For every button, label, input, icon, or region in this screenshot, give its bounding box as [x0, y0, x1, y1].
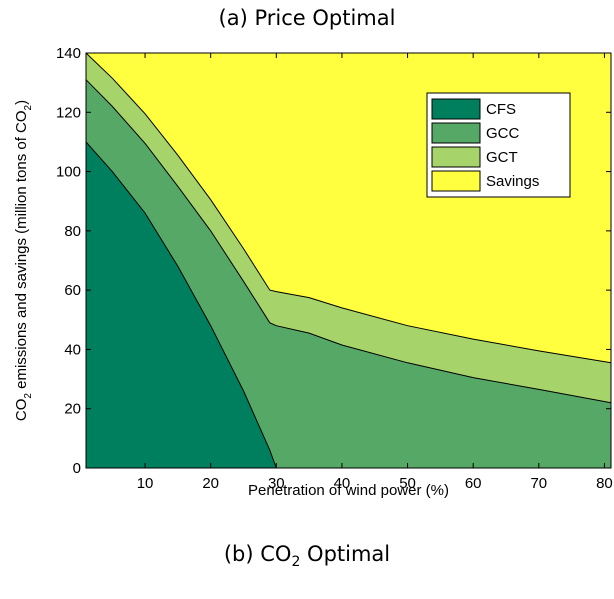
- x-tick-label: 60: [465, 475, 482, 492]
- y-axis-label: CO2 emissions and savings (million tons …: [13, 100, 34, 421]
- legend-swatch-savings: [431, 170, 481, 192]
- chart-title: (a) Price Optimal: [218, 6, 396, 30]
- y-tick-label: 40: [64, 341, 81, 358]
- y-tick-label: 140: [56, 45, 81, 62]
- x-tick-label: 50: [399, 475, 416, 492]
- ylabel-part-3: ): [13, 100, 30, 105]
- x-tick-label: 10: [137, 475, 154, 492]
- subtitle-b-sub: 2: [291, 554, 301, 571]
- y-tick-label: 120: [56, 104, 81, 121]
- legend-swatch-gct: [431, 146, 481, 168]
- boundary-gcc: [85, 79, 612, 404]
- subtitle-b-suffix: Optimal: [300, 542, 391, 566]
- subtitle-b: (b) CO2 Optimal: [0, 542, 614, 570]
- x-tick-label: 80: [596, 475, 613, 492]
- plot-frame: [85, 52, 612, 469]
- area-gcc: [86, 79, 611, 468]
- y-tick-label: 100: [56, 164, 81, 181]
- x-tick-label: 30: [268, 475, 285, 492]
- legend-swatch-cfs: [431, 98, 481, 120]
- legend-label-gct: GCT: [486, 149, 518, 166]
- y-tick-label: 80: [64, 223, 81, 240]
- ylabel-part-1: CO: [13, 399, 30, 422]
- y-tick-label: 0: [73, 460, 81, 477]
- x-tick-label: 40: [334, 475, 351, 492]
- legend: CFS GCC GCT Savings: [426, 92, 571, 198]
- area-gct: [86, 53, 611, 403]
- y-tick-label: 20: [64, 401, 81, 418]
- boundary-gct: [85, 52, 612, 364]
- x-tick-label: 20: [202, 475, 219, 492]
- ylabel-part-2: emissions and savings (million tons of C…: [13, 110, 30, 393]
- ylabel-sub-1: 2: [23, 393, 34, 399]
- subtitle-b-prefix: (b) CO: [223, 542, 292, 566]
- x-axis-label: Penetration of wind power (%): [248, 482, 449, 499]
- y-axis: 0 20 40 60 80 100 120 140: [56, 45, 611, 477]
- legend-label-gcc: GCC: [486, 125, 520, 142]
- legend-label-cfs: CFS: [486, 101, 516, 118]
- legend-swatch-gcc: [431, 122, 481, 144]
- ylabel-sub-2: 2: [23, 104, 34, 110]
- x-tick-label: 70: [530, 475, 547, 492]
- y-tick-label: 60: [64, 282, 81, 299]
- legend-label-savings: Savings: [486, 173, 539, 190]
- area-cfs: [86, 141, 611, 468]
- x-axis: 10 20 30 40 50 60 70 80: [137, 53, 613, 492]
